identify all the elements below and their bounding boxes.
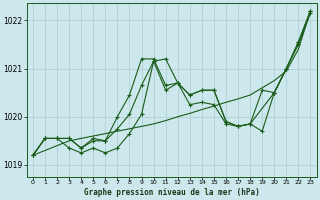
X-axis label: Graphe pression niveau de la mer (hPa): Graphe pression niveau de la mer (hPa) — [84, 188, 260, 197]
